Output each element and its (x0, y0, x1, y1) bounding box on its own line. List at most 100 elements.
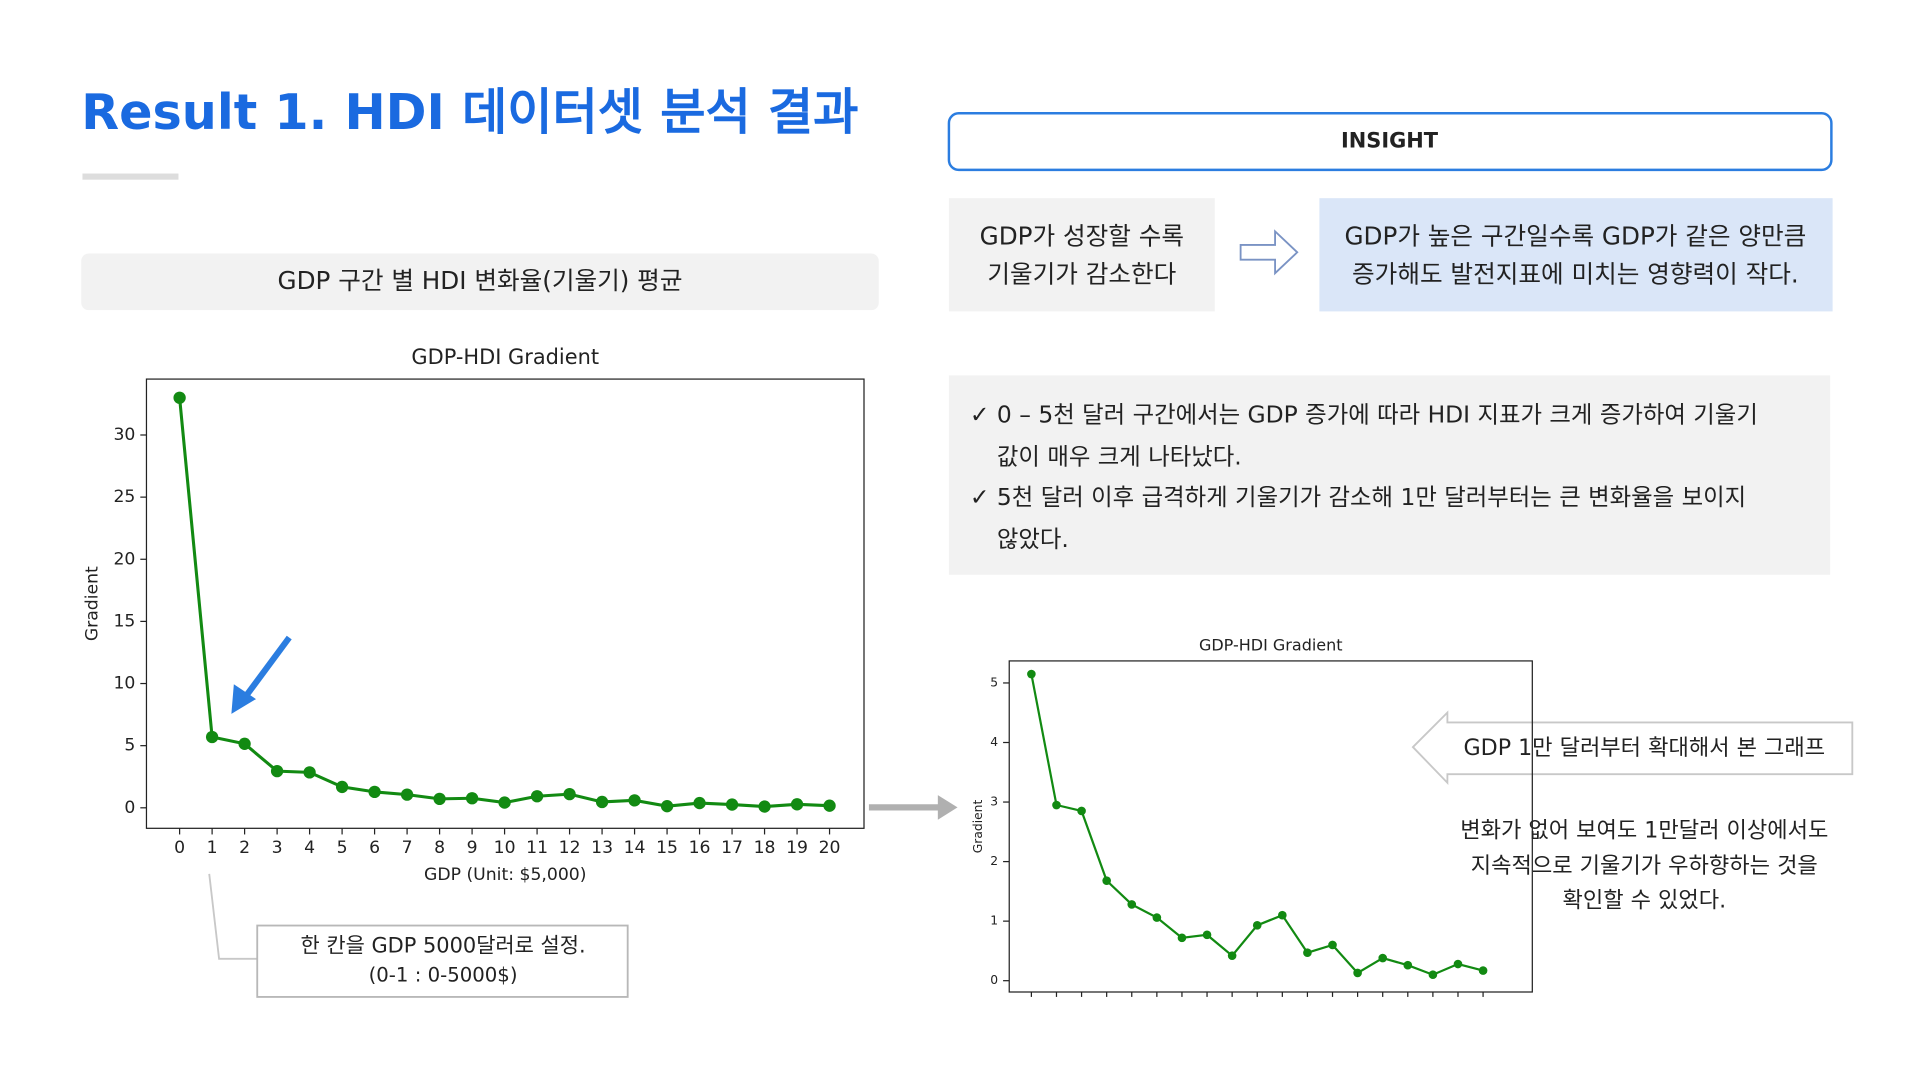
zoom-label: GDP 1만 달러부터 확대해서 본 그래프 (1463, 735, 1825, 761)
data-point (303, 766, 316, 779)
x-tick-label: 10 (494, 838, 516, 858)
data-point (1303, 948, 1312, 958)
data-point (1428, 970, 1438, 980)
y-tick-label: 15 (113, 611, 135, 631)
x-tick-label: 5 (337, 838, 348, 858)
x-tick-label: 15 (656, 838, 678, 858)
y-tick-label: 20 (113, 549, 135, 569)
y-tick-label: 4 (990, 735, 998, 749)
zoom-note-line: 지속적으로 기울기가 우하향하는 것을 (1471, 853, 1818, 879)
zoom-arrow-head (937, 795, 958, 820)
effect-box (1319, 198, 1833, 312)
pointer-arrow (241, 635, 292, 701)
x-tick-label: 19 (786, 838, 808, 858)
y-tick-label: 5 (990, 675, 998, 689)
x-tick-label: 16 (689, 838, 711, 858)
data-point (1328, 940, 1337, 950)
series-line (178, 397, 830, 809)
x-tick-label: 11 (526, 838, 548, 858)
data-point (1227, 951, 1237, 960)
chart-title: GDP-HDI Gradient (1199, 636, 1343, 655)
x-tick-label: 0 (174, 838, 185, 858)
x-axis-label: GDP (Unit: $5,000) (424, 865, 586, 885)
y-tick-label: 3 (990, 795, 998, 809)
zoom-label-box (1411, 710, 1854, 786)
y-axis-label: Gradient (82, 566, 102, 641)
data-point (628, 794, 641, 807)
x-tick-label: 14 (624, 838, 646, 858)
charts: GDP-HDI Gradient Gradient GDP (Unit: $5,00… (82, 345, 1533, 997)
data-point (238, 737, 251, 750)
data-point (1478, 966, 1488, 975)
data-point (1453, 959, 1463, 969)
callout-line: 한 칸을 GDP 5000달러로 설정. (300, 933, 585, 957)
data-point (823, 799, 836, 812)
cause-line: GDP가 성장할 수록 (980, 222, 1184, 251)
chart-title: GDP-HDI Gradient (411, 345, 599, 369)
data-point (1027, 669, 1036, 679)
x-tick-label: 18 (754, 838, 776, 858)
data-point (1378, 953, 1388, 963)
x-tick-label: 17 (721, 838, 743, 858)
data-point (1077, 806, 1086, 816)
data-point (693, 796, 706, 810)
zoom-note-line: 변화가 없어 보여도 1만달러 이상에서도 (1460, 817, 1828, 843)
x-tick-label: 7 (402, 838, 413, 858)
zoom-note-line: 확인할 수 있었다. (1562, 887, 1726, 913)
data-point (1152, 913, 1162, 922)
callout-box (256, 924, 629, 998)
data-point (758, 800, 771, 813)
y-tick-label: 30 (113, 425, 135, 445)
bullets-box (948, 375, 1831, 575)
data-point (433, 792, 446, 806)
data-point (270, 764, 284, 778)
x-tick-label: 2 (239, 838, 250, 858)
x-tick-label: 13 (591, 838, 613, 858)
data-point (335, 780, 349, 794)
bullet-line: 않았다. (997, 525, 1069, 553)
x-tick-label: 12 (559, 838, 581, 858)
effect-line: 증가해도 발전지표에 미치는 영향력이 작다. (1352, 260, 1799, 289)
y-tick-label: 0 (124, 798, 135, 818)
x-tick-label: 6 (369, 838, 380, 858)
plot-frame (145, 378, 865, 829)
data-point (1202, 930, 1212, 940)
section-label: GDP 구간 별 HDI 변화율(기울기) 평균 (278, 266, 683, 295)
data-point (173, 391, 186, 404)
series-line (1030, 673, 1484, 976)
data-point (1353, 968, 1362, 978)
bullet-mark: ✓ (970, 483, 990, 511)
data-point (400, 788, 414, 801)
effect-line: GDP가 높은 구간일수록 GDP가 같은 양만큼 (1344, 222, 1806, 251)
data-point (790, 798, 804, 811)
section-box (81, 253, 879, 311)
data-point (1177, 933, 1187, 943)
x-tick-label: 9 (467, 838, 478, 858)
x-tick-label: 8 (434, 838, 445, 858)
data-point (563, 787, 576, 801)
data-point (498, 796, 511, 809)
data-point (368, 785, 381, 799)
data-point (205, 730, 219, 744)
title-underline (82, 173, 179, 180)
bullet-line: 0 – 5천 달러 구간에서는 GDP 증가에 따라 HDI 지표가 크게 증가… (997, 401, 1758, 429)
y-tick-label: 25 (113, 487, 135, 507)
y-tick-label: 1 (990, 914, 998, 928)
bullet-mark: ✓ (970, 401, 990, 429)
bullet-line: 5천 달러 이후 급격하게 기울기가 감소해 1만 달러부터는 큰 변화율을 보… (997, 483, 1746, 511)
data-point (1127, 900, 1137, 909)
y-axis-label: Gradient (971, 800, 985, 854)
data-point (660, 800, 674, 813)
callout-leader (208, 873, 258, 960)
data-point (1278, 910, 1287, 920)
plot-frame (1008, 660, 1533, 993)
insight-header: INSIGHT (1341, 129, 1439, 153)
pointer-arrow-head (231, 684, 256, 714)
y-tick-label: 10 (113, 674, 135, 694)
data-point (1403, 960, 1413, 970)
data-point (530, 790, 544, 803)
x-tick-label: 4 (304, 838, 315, 858)
cause-line: 기울기가 감소한다 (987, 260, 1176, 289)
